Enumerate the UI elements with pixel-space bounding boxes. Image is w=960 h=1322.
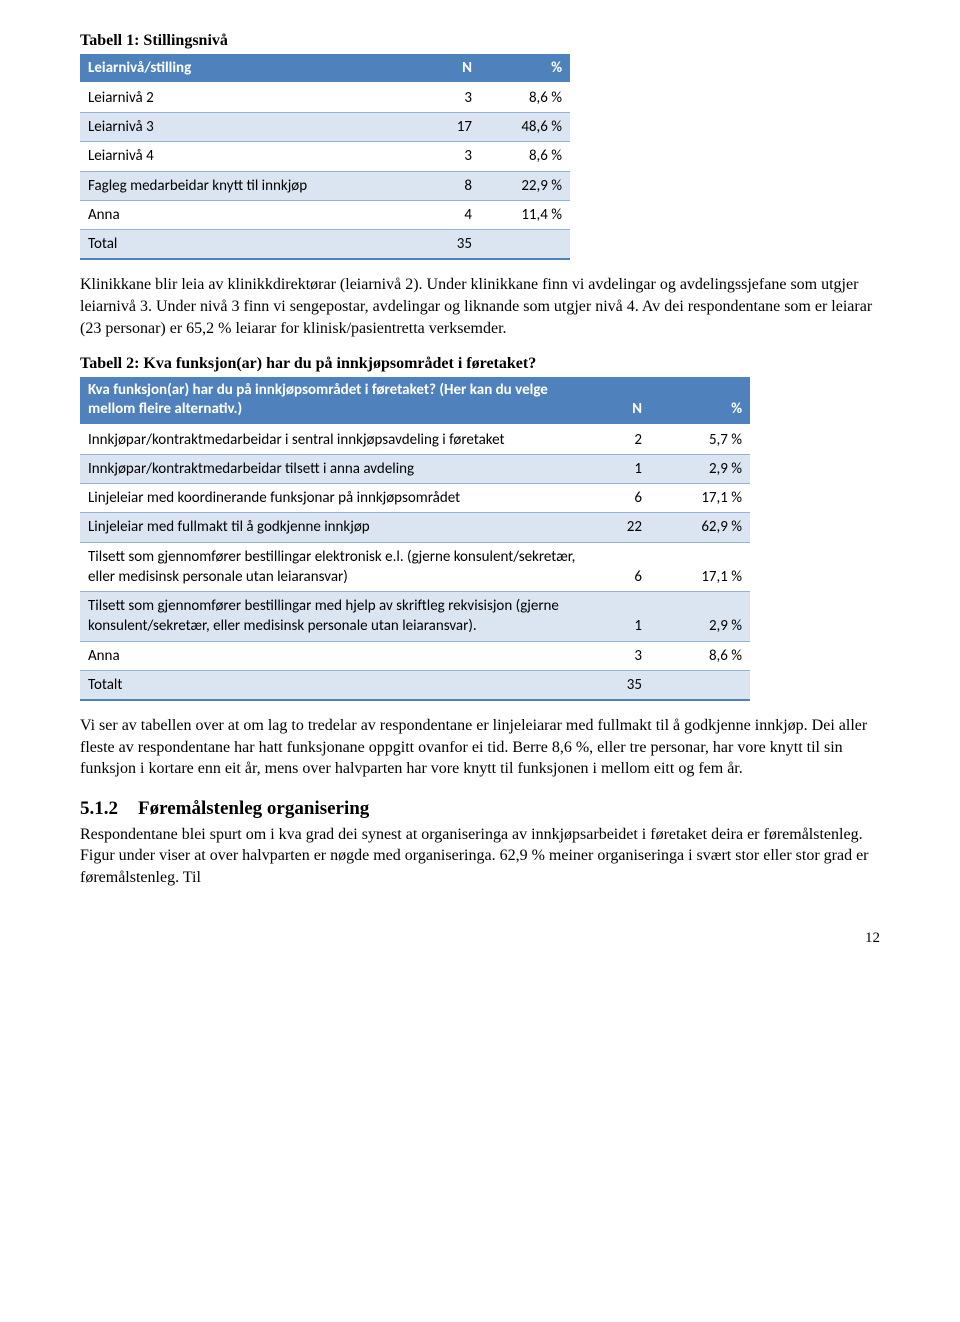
table1-title: Tabell 1: Stillingsnivå	[80, 30, 880, 52]
cell: Leiarnivå 4	[80, 142, 420, 171]
section-number: 5.1.2	[80, 796, 138, 822]
cell	[480, 230, 570, 260]
cell: Anna	[80, 641, 600, 670]
table-row: Anna 3 8,6 %	[80, 641, 750, 670]
cell: 48,6 %	[480, 113, 570, 142]
cell: 3	[420, 142, 480, 171]
cell: 17	[420, 113, 480, 142]
table-row: Fagleg medarbeidar knytt til innkjøp 8 2…	[80, 171, 570, 200]
table-row: Linjeleiar med fullmakt til å godkjenne …	[80, 513, 750, 542]
cell: Leiarnivå 3	[80, 113, 420, 142]
cell: 17,1 %	[650, 542, 750, 592]
table-row: Linjeleiar med koordinerande funksjonar …	[80, 484, 750, 513]
cell: 35	[600, 670, 650, 700]
cell: 1	[600, 592, 650, 642]
table-row: Innkjøpar/kontraktmedarbeidar i sentral …	[80, 425, 750, 455]
cell: Linjeleiar med fullmakt til å godkjenne …	[80, 513, 600, 542]
table1-col1: N	[420, 54, 480, 83]
paragraph-3: Respondentane blei spurt om i kva grad d…	[80, 824, 880, 889]
cell: Totalt	[80, 670, 600, 700]
cell: 2,9 %	[650, 454, 750, 483]
cell: 62,9 %	[650, 513, 750, 542]
paragraph-1: Klinikkane blir leia av klinikkdirektøra…	[80, 274, 880, 339]
cell: 11,4 %	[480, 200, 570, 229]
table-row: Tilsett som gjennomfører bestillingar el…	[80, 542, 750, 592]
table-row: Totalt 35	[80, 670, 750, 700]
cell: 3	[600, 641, 650, 670]
table-row: Innkjøpar/kontraktmedarbeidar tilsett i …	[80, 454, 750, 483]
cell: Tilsett som gjennomfører bestillingar el…	[80, 542, 600, 592]
cell: Anna	[80, 200, 420, 229]
table-row: Leiarnivå 3 17 48,6 %	[80, 113, 570, 142]
section-heading: 5.1.2Føremålstenleg organisering	[80, 796, 880, 822]
cell: 1	[600, 454, 650, 483]
cell: 5,7 %	[650, 425, 750, 455]
cell: 3	[420, 83, 480, 113]
table2-col1: N	[600, 377, 650, 425]
section-title: Føremålstenleg organisering	[138, 798, 369, 819]
cell	[650, 670, 750, 700]
table1-col0: Leiarnivå/stilling	[80, 54, 420, 83]
cell: Tilsett som gjennomfører bestillingar me…	[80, 592, 600, 642]
cell: 35	[420, 230, 480, 260]
table2-col2: %	[650, 377, 750, 425]
cell: Total	[80, 230, 420, 260]
cell: 8	[420, 171, 480, 200]
table2: Kva funksjon(ar) har du på innkjøpsområd…	[80, 377, 750, 702]
cell: 8,6 %	[480, 83, 570, 113]
cell: 6	[600, 542, 650, 592]
table2-title: Tabell 2: Kva funksjon(ar) har du på inn…	[80, 353, 880, 375]
table-row: Leiarnivå 2 3 8,6 %	[80, 83, 570, 113]
cell: Innkjøpar/kontraktmedarbeidar tilsett i …	[80, 454, 600, 483]
table2-col0: Kva funksjon(ar) har du på innkjøpsområd…	[80, 377, 600, 425]
cell: Leiarnivå 2	[80, 83, 420, 113]
page-number: 12	[80, 928, 880, 948]
cell: 8,6 %	[650, 641, 750, 670]
table1: Leiarnivå/stilling N % Leiarnivå 2 3 8,6…	[80, 54, 570, 261]
cell: 22	[600, 513, 650, 542]
cell: 2,9 %	[650, 592, 750, 642]
cell: Linjeleiar med koordinerande funksjonar …	[80, 484, 600, 513]
cell: 2	[600, 425, 650, 455]
cell: 6	[600, 484, 650, 513]
table-row: Total 35	[80, 230, 570, 260]
table-row: Tilsett som gjennomfører bestillingar me…	[80, 592, 750, 642]
cell: 4	[420, 200, 480, 229]
paragraph-2: Vi ser av tabellen over at om lag to tre…	[80, 715, 880, 780]
cell: 22,9 %	[480, 171, 570, 200]
cell: Fagleg medarbeidar knytt til innkjøp	[80, 171, 420, 200]
cell: 8,6 %	[480, 142, 570, 171]
table-row: Leiarnivå 4 3 8,6 %	[80, 142, 570, 171]
cell: Innkjøpar/kontraktmedarbeidar i sentral …	[80, 425, 600, 455]
table1-col2: %	[480, 54, 570, 83]
cell: 17,1 %	[650, 484, 750, 513]
table-row: Anna 4 11,4 %	[80, 200, 570, 229]
